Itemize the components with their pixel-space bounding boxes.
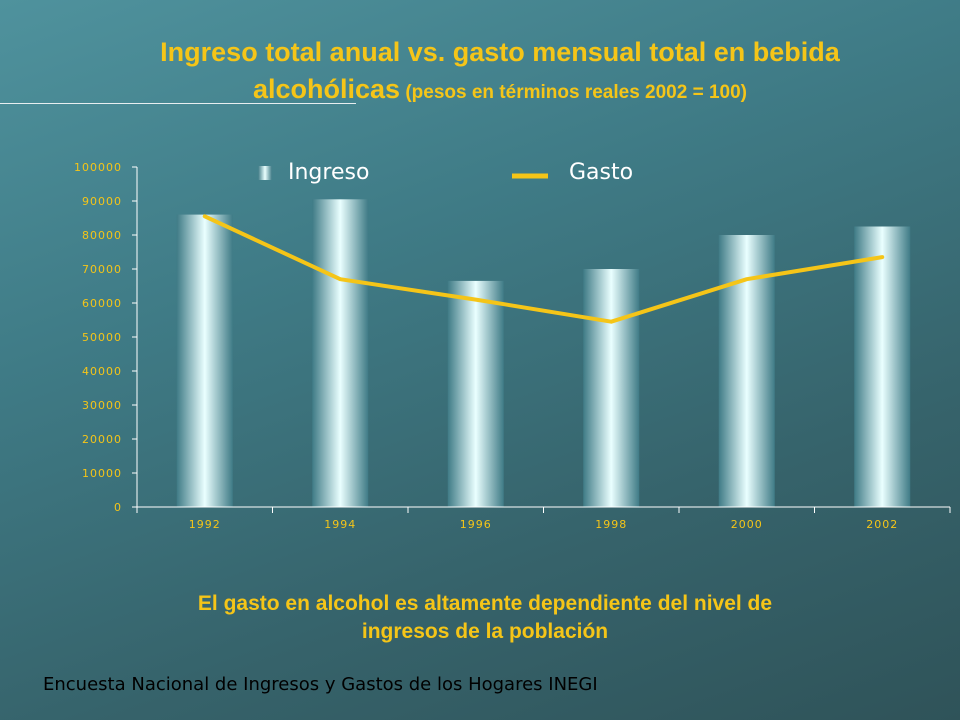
x-tick-label: 2002 [866, 518, 898, 531]
y-tick-label: 40000 [82, 365, 122, 378]
bar-ingreso [854, 226, 911, 507]
y-tick-label: 80000 [82, 229, 122, 242]
y-tick-label: 10000 [82, 467, 122, 480]
point-gasto [475, 299, 477, 301]
title-subtitle: (pesos en términos reales 2002 = 100) [400, 82, 747, 103]
legend-swatch-ingreso [258, 166, 272, 180]
bar-ingreso [447, 280, 504, 507]
y-tick-label: 100000 [74, 161, 122, 174]
title-line-1: Ingreso total anual vs. gasto mensual to… [160, 37, 840, 67]
source-note: Encuesta Nacional de Ingresos y Gastos d… [43, 674, 598, 695]
x-tick-label: 1996 [460, 518, 492, 531]
point-gasto [881, 256, 883, 258]
y-tick-label: 60000 [82, 297, 122, 310]
x-tick-label: 1998 [595, 518, 627, 531]
legend-label-ingreso: Ingreso [288, 160, 370, 185]
x-tick-label: 1994 [324, 518, 356, 531]
y-tick-label: 70000 [82, 263, 122, 276]
conclusion-text: El gasto en alcohol es altamente dependi… [100, 590, 870, 646]
title-line-2: alcohólicas (pesos en términos reales 20… [60, 71, 940, 111]
bar-ingreso [583, 269, 640, 507]
y-tick-label: 0 [114, 501, 122, 514]
title-underline [0, 103, 356, 104]
conclusion-line-1: El gasto en alcohol es altamente dependi… [197, 592, 773, 615]
y-tick-label: 50000 [82, 331, 122, 344]
point-gasto [610, 321, 612, 323]
legend-label-gasto: Gasto [569, 160, 634, 185]
y-tick-label: 90000 [82, 195, 122, 208]
chart-title: Ingreso total anual vs. gasto mensual to… [60, 34, 940, 111]
conclusion-line-2: ingresos de la población [361, 620, 609, 643]
x-tick-label: 2000 [731, 518, 763, 531]
bar-ingreso [312, 199, 369, 508]
point-gasto [746, 278, 748, 280]
y-tick-label: 30000 [82, 399, 122, 412]
point-gasto [339, 278, 341, 280]
y-tick-label: 20000 [82, 433, 122, 446]
point-gasto [204, 215, 206, 217]
bar-ingreso [176, 214, 233, 507]
title-main: alcohólicas [252, 74, 401, 104]
x-tick-label: 1992 [189, 518, 221, 531]
line-gasto [202, 214, 885, 324]
chart-area: 0 10000 20000 30000 40000 50000 60000 70000 8000… [74, 161, 951, 531]
